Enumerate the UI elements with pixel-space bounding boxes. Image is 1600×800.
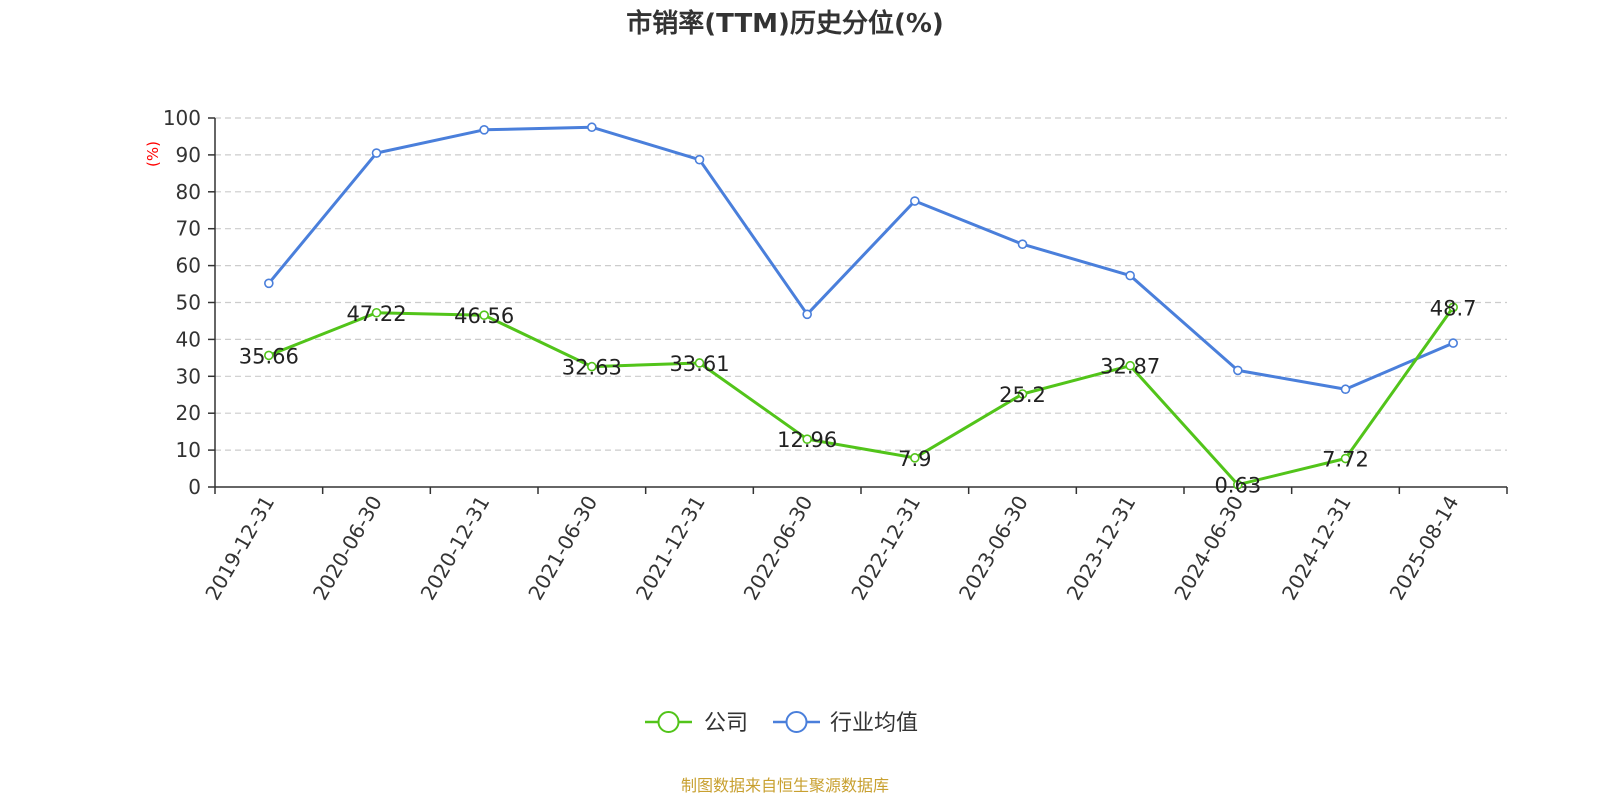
data-label: 7.9 [898,447,931,471]
data-point [910,196,920,206]
data-point [587,122,597,133]
legend-marker [785,711,808,733]
x-tick-label: 2023-06-30 [954,492,1033,605]
legend-label: 公司 [704,711,748,736]
x-tick-label: 2024-06-30 [1169,492,1248,605]
y-tick-label: 70 [176,217,201,241]
data-label: 25.2 [999,383,1046,407]
x-tick-label: 2022-06-30 [739,492,818,605]
series-0 [264,302,1458,490]
data-label: 33.61 [669,352,729,376]
x-tick-label: 2022-12-31 [846,492,925,605]
series-layer: 35.66 47.22 46.56 32.63 33.61 12.96 7.9 25.2 32.… [239,122,1477,498]
grid [215,117,1507,451]
data-label: 7.72 [1322,448,1369,472]
data-point [264,350,274,361]
data-point [1340,384,1351,395]
legend: 公司 行业均值 [645,711,918,736]
series-1 [264,122,1458,395]
legend-label: 行业均值 [830,711,918,736]
y-tick-label: 0 [188,475,201,499]
x-tick-label: 2021-12-31 [631,492,710,605]
data-point [1448,302,1458,313]
data-point [587,361,597,372]
data-point [1125,270,1135,281]
data-label: 48.7 [1430,296,1477,320]
data-point [1017,239,1028,249]
data-point [802,309,812,320]
source-note: 制图数据来自恒生聚源数据库 [681,776,889,795]
data-point [1448,338,1458,348]
legend-item: 公司 [645,711,748,736]
data-label: 12.96 [777,428,837,452]
x-tick-label: 2025-08-14 [1385,492,1464,605]
x-tick-label: 2023-12-31 [1062,492,1141,605]
y-tick-label: 10 [176,438,201,462]
legend-item: 行业均值 [773,711,918,736]
data-point [1340,453,1351,464]
x-tick-label: 2019-12-31 [200,492,279,605]
series-line [268,306,1455,487]
chart-title: 市销率(TTM)历史分位(%) [626,8,944,39]
x-tick-label: 2021-06-30 [523,492,602,605]
data-point [1017,389,1028,399]
data-point [802,434,812,444]
y-tick-label: 90 [176,143,201,167]
data-label: 32.87 [1100,355,1160,379]
y-tick-label: 80 [176,180,201,204]
data-point [371,307,382,318]
data-label: 32.63 [562,356,622,380]
data-label: 47.22 [346,302,406,326]
data-point [479,125,489,135]
data-point [479,310,489,320]
y-tick-label: 40 [176,327,201,351]
y-tick-label: 100 [163,106,201,130]
series-line [267,125,1454,391]
x-tick-label: 2020-12-31 [416,492,495,605]
data-label: 0.63 [1214,474,1261,498]
legend-marker [657,711,680,733]
data-point [1233,479,1243,490]
y-tick-label: 50 [176,291,201,315]
axes: 0 10 20 30 40 50 60 70 80 90 100 2019-12-31 2020-06-… [163,106,1508,605]
data-label: 35.66 [239,344,299,368]
data-point [371,148,382,158]
y-tick-label: 20 [176,401,201,425]
x-tick-label: 2024-12-31 [1277,492,1356,605]
data-point [694,154,705,165]
data-point [264,278,274,289]
x-tick-label: 2020-06-30 [308,492,387,605]
data-point [1233,365,1243,376]
y-axis-unit-label: (%) [144,141,162,167]
y-tick-label: 30 [176,364,201,388]
data-point [694,358,705,368]
data-point [1125,360,1135,371]
data-label: 46.56 [454,304,514,328]
y-tick-label: 60 [176,254,201,278]
data-point [910,453,920,463]
